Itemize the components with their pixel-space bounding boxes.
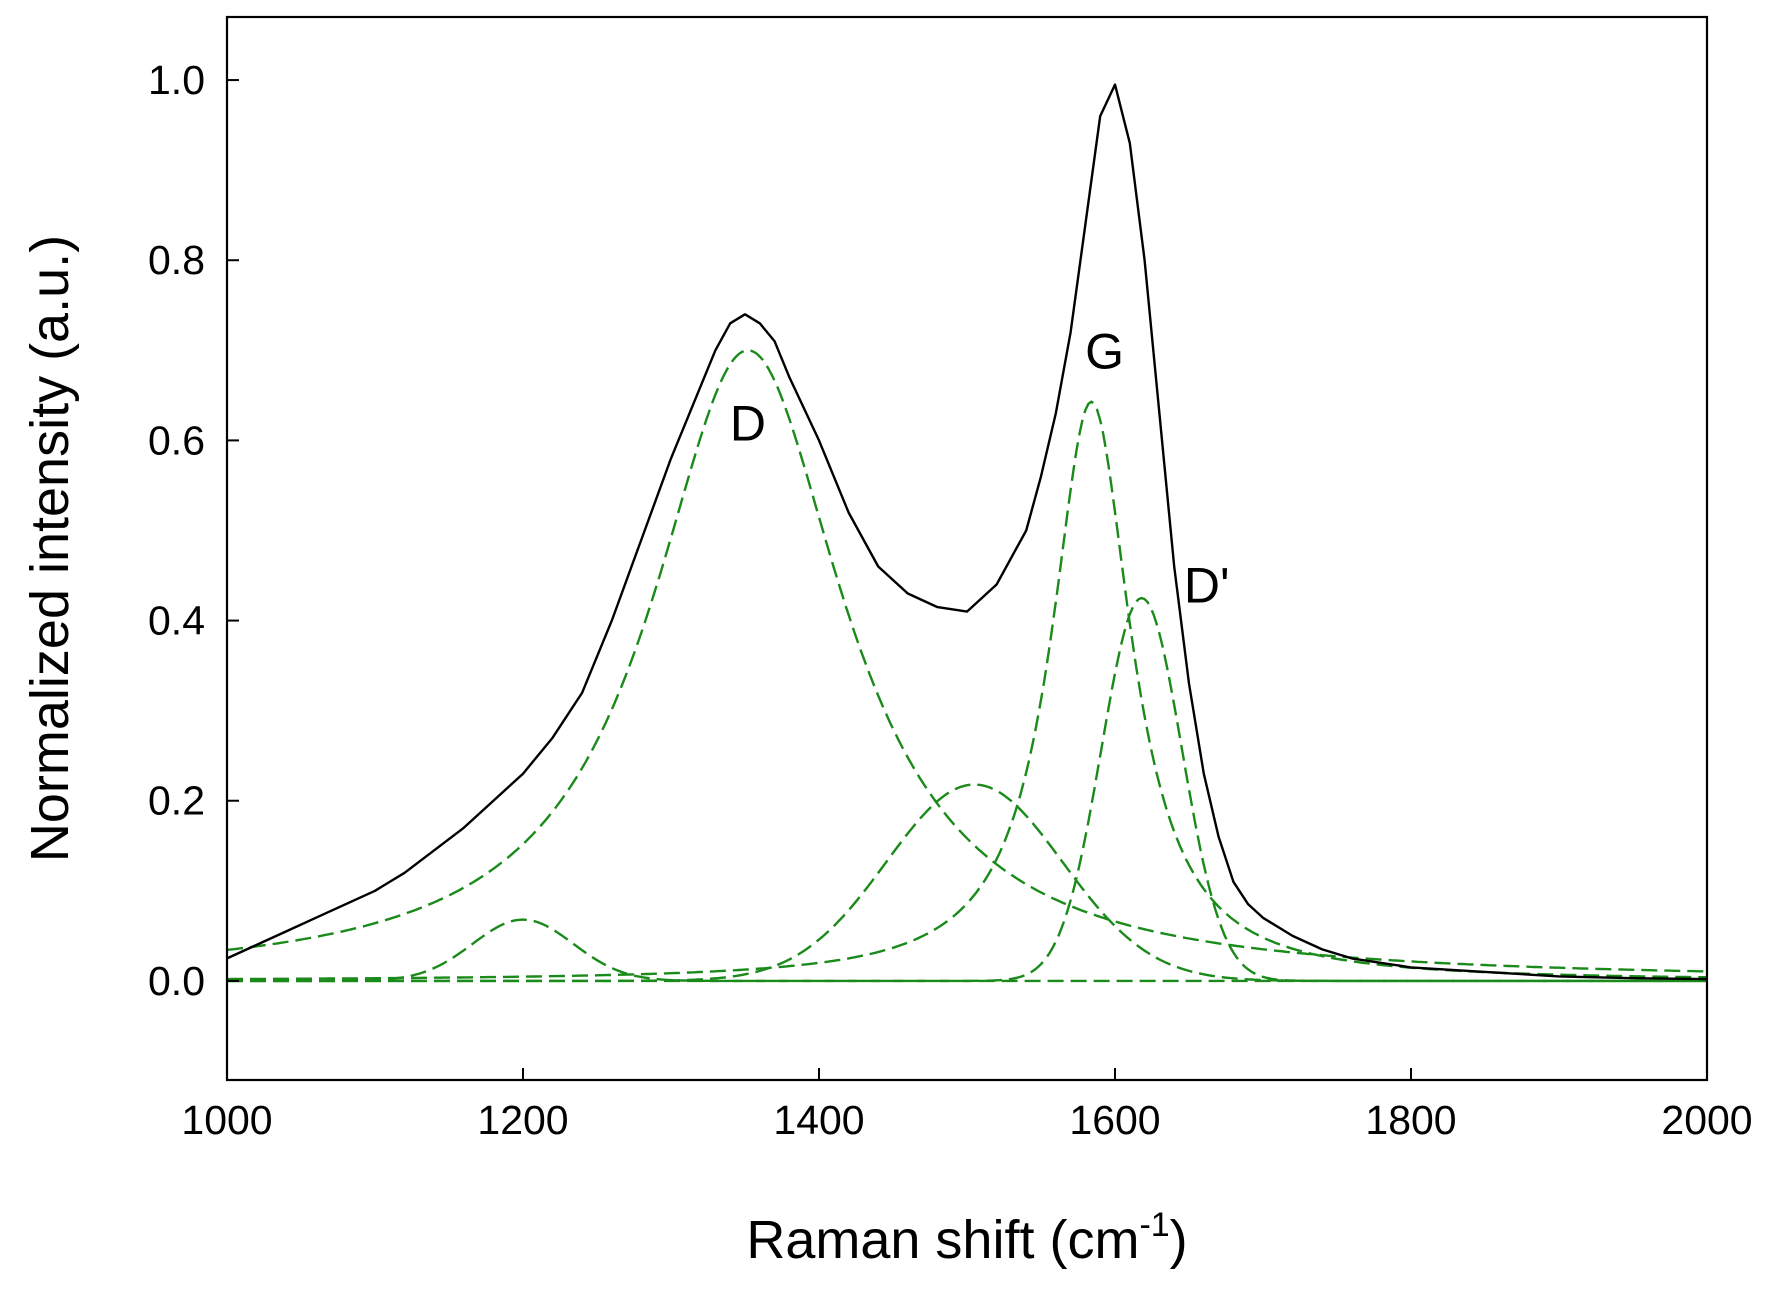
x-tick-label: 1000 <box>181 1097 272 1143</box>
x-axis-title-suffix: ) <box>1170 1210 1188 1270</box>
fit-component-5 <box>227 596 1707 983</box>
peak-label: D <box>730 395 766 451</box>
x-tick-label: 1200 <box>477 1097 568 1143</box>
y-tick-label: 1.0 <box>148 57 205 103</box>
x-tick-label: 1800 <box>1365 1097 1456 1143</box>
x-tick-label: 1400 <box>773 1097 864 1143</box>
x-axis-title: Raman shift (cm-1) <box>746 1206 1187 1270</box>
fit-component-4 <box>227 400 1708 981</box>
fit-curves <box>226 349 1708 983</box>
peak-label: D' <box>1184 558 1230 614</box>
x-tick-label: 2000 <box>1661 1097 1752 1143</box>
measured-spectrum-line <box>226 83 1708 981</box>
y-axis: 0.0 0.2 0.4 0.6 0.8 1.0 <box>148 57 239 1004</box>
x-axis-title-superscript: -1 <box>1139 1206 1169 1244</box>
x-axis-title-main: Raman shift (cm <box>746 1210 1139 1270</box>
y-axis-title: Normalized intensity (a.u.) <box>20 235 80 862</box>
fit-component-3 <box>227 783 1707 983</box>
y-tick-label: 0.8 <box>148 237 205 283</box>
y-tick-label: 0.4 <box>148 598 205 644</box>
x-axis: 1000 1200 1400 1600 1800 2000 <box>181 1068 1753 1143</box>
measured-curve-group <box>226 83 1708 981</box>
y-tick-label: 0.6 <box>148 417 205 463</box>
fit-component-2 <box>226 349 1707 973</box>
y-tick-label: 0.0 <box>148 958 205 1004</box>
x-tick-label: 1600 <box>1069 1097 1160 1143</box>
plot-frame <box>225 15 1709 1082</box>
peak-annotations: D G D' <box>730 323 1230 613</box>
peak-label: G <box>1085 323 1124 379</box>
y-tick-label: 0.2 <box>148 778 205 824</box>
